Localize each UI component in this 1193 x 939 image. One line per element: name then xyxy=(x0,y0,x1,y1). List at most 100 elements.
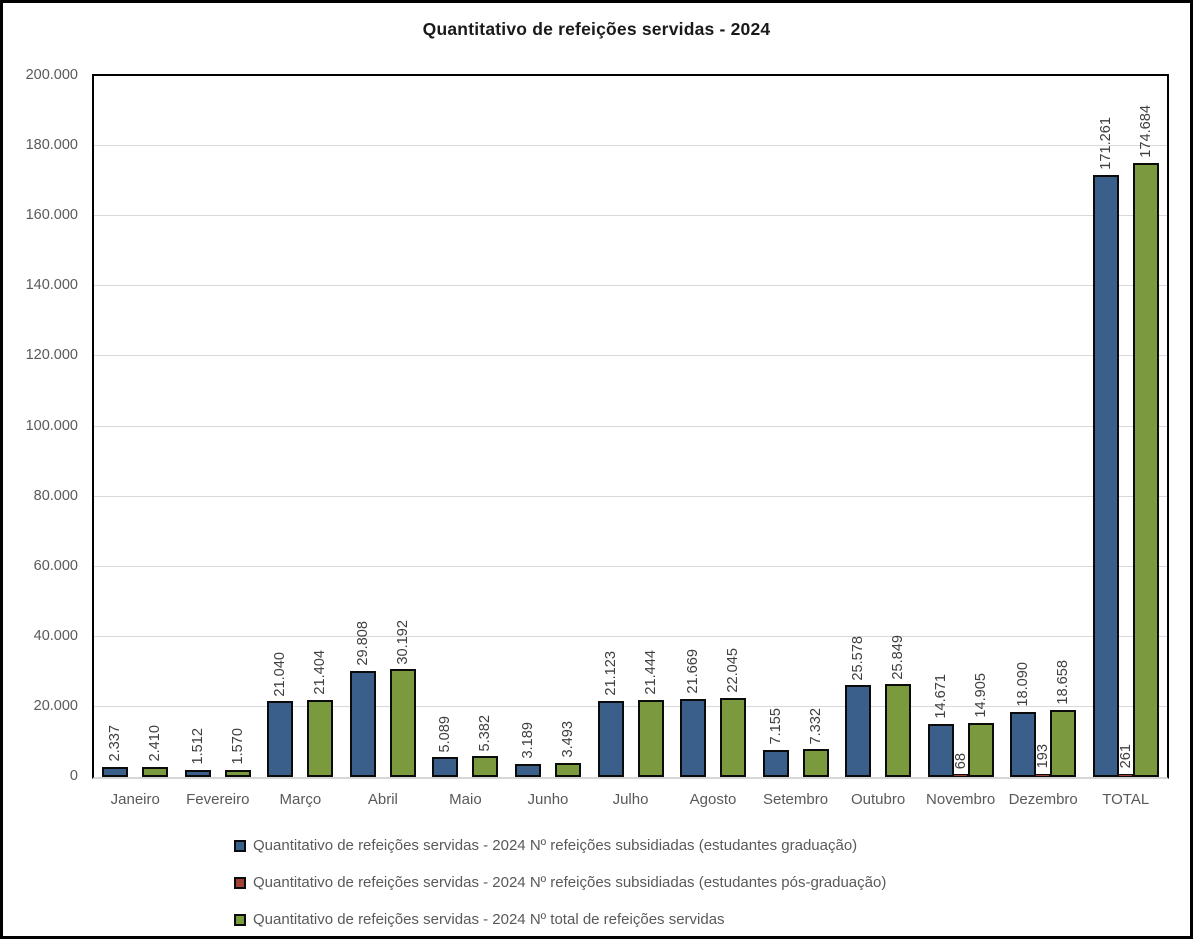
legend-label: Quantitativo de refeições servidas - 202… xyxy=(253,911,725,928)
bar-graduacao xyxy=(1092,174,1119,777)
y-axis-label: 80.000 xyxy=(33,487,78,504)
bar-label: 21.444 xyxy=(642,650,659,695)
legend: Quantitativo de refeições servidas - 202… xyxy=(234,827,886,936)
bar-label: 18.658 xyxy=(1055,659,1072,705)
x-axis-label: Setembro xyxy=(763,791,829,808)
bar-label: 21.669 xyxy=(685,649,702,695)
bar-label: 2.410 xyxy=(147,725,164,762)
x-axis-label: Julho xyxy=(612,791,649,808)
x-axis-label: Novembro xyxy=(926,791,996,808)
bar-pos-graduacao xyxy=(952,774,968,777)
legend-item: Quantitativo de refeições servidas - 202… xyxy=(234,864,886,901)
y-axis-label: 200.000 xyxy=(25,67,78,83)
bar-total xyxy=(967,722,994,777)
legend-marker-icon xyxy=(234,913,246,926)
legend-marker-icon xyxy=(234,839,246,852)
legend-marker-icon xyxy=(234,876,246,889)
bar-total xyxy=(224,769,251,777)
bar-graduacao xyxy=(680,699,707,777)
legend-label: Quantitativo de refeições servidas - 202… xyxy=(253,837,858,854)
legend-label: Quantitativo de refeições servidas - 202… xyxy=(253,874,887,891)
bar-graduacao xyxy=(762,749,789,777)
bar-label: 5.382 xyxy=(477,714,494,752)
y-axis-label: 60.000 xyxy=(33,557,78,574)
bar-label: 25.578 xyxy=(850,635,867,681)
bar-graduacao xyxy=(184,769,211,777)
legend-item: Quantitativo de refeições servidas - 202… xyxy=(234,901,886,936)
legend-item: Quantitativo de refeições servidas - 202… xyxy=(234,827,886,864)
bar-total xyxy=(637,699,664,777)
y-axis-label: 120.000 xyxy=(25,347,78,364)
bar-label: 7.332 xyxy=(807,707,824,745)
bar-graduacao xyxy=(1010,711,1037,777)
bar-label: 1.512 xyxy=(189,728,206,765)
bar-total xyxy=(885,684,912,777)
bar-label: 3.493 xyxy=(559,721,576,758)
bar-label: 30.192 xyxy=(394,619,411,665)
bar-total xyxy=(554,762,581,777)
bar-total xyxy=(389,669,416,777)
bar-total xyxy=(472,756,499,777)
gridline xyxy=(94,495,1167,497)
y-axis-label: 40.000 xyxy=(33,627,78,644)
x-axis-label: Maio xyxy=(449,791,482,808)
bar-graduacao xyxy=(514,763,541,777)
bar-label: 171.261 xyxy=(1097,116,1114,170)
bar-label: 174.684 xyxy=(1137,104,1154,158)
x-axis-label: TOTAL xyxy=(1102,791,1150,808)
bar-label: 7.155 xyxy=(767,708,784,745)
bar-label: 14.905 xyxy=(972,673,989,718)
y-axis-label: 160.000 xyxy=(25,207,78,224)
bar-label: 5.089 xyxy=(437,715,454,753)
y-axis-label: 100.000 xyxy=(25,417,78,434)
y-axis-label: 0 xyxy=(69,768,78,784)
bar-label: 18.090 xyxy=(1015,661,1032,707)
x-axis-label: Março xyxy=(279,791,322,808)
bar-graduacao xyxy=(267,701,294,777)
gridline xyxy=(94,285,1167,287)
bar-label: 21.040 xyxy=(272,651,289,697)
gridline xyxy=(94,145,1167,147)
bar-total xyxy=(142,766,169,777)
x-axis-label: Agosto xyxy=(689,791,737,808)
bar-graduacao xyxy=(432,757,459,777)
bar-label: 1.570 xyxy=(229,727,246,765)
x-axis-label: Janeiro xyxy=(110,791,160,808)
bar-total xyxy=(307,699,334,777)
y-axis-label: 20.000 xyxy=(33,697,78,714)
bar-graduacao xyxy=(102,766,129,777)
x-axis-label: Fevereiro xyxy=(186,791,250,808)
gridline xyxy=(94,705,1167,707)
bar-graduacao xyxy=(845,685,872,777)
y-axis-label: 180.000 xyxy=(25,137,78,154)
bar-graduacao xyxy=(927,723,954,777)
bar-label: 14.671 xyxy=(932,673,949,719)
bar-total xyxy=(802,749,829,777)
gridline xyxy=(94,425,1167,427)
bar-total xyxy=(1132,162,1159,777)
gridline xyxy=(94,565,1167,567)
bar-label: 29.808 xyxy=(354,620,371,666)
bar-total xyxy=(1050,709,1077,777)
bar-label: 2.337 xyxy=(107,725,124,762)
gridline xyxy=(94,635,1167,637)
plot-area: 2.337 2.410 1.512 1.570 21.040 21.404 29.808 30… xyxy=(92,74,1169,779)
bar-graduacao xyxy=(597,700,624,777)
bar-graduacao xyxy=(349,670,376,777)
x-axis-label: Abril xyxy=(367,791,398,808)
y-axis-label: 140.000 xyxy=(25,277,78,294)
bar-total xyxy=(720,697,747,777)
bar-label: 25.849 xyxy=(890,634,907,680)
x-axis-label: Dezembro xyxy=(1008,791,1078,808)
bar-label: 3.189 xyxy=(519,722,536,759)
bar-pos-graduacao xyxy=(1117,774,1133,777)
bar-label: 22.045 xyxy=(725,648,742,693)
x-axis-label: Junho xyxy=(527,791,569,808)
bar-label: 21.123 xyxy=(602,651,619,696)
chart-title: Quantitativo de refeições servidas - 202… xyxy=(422,19,771,39)
bar-pos-graduacao xyxy=(1035,774,1051,777)
gridline xyxy=(94,215,1167,217)
x-axis-label: Outubro xyxy=(851,791,906,808)
bar-label: 21.404 xyxy=(312,650,329,695)
